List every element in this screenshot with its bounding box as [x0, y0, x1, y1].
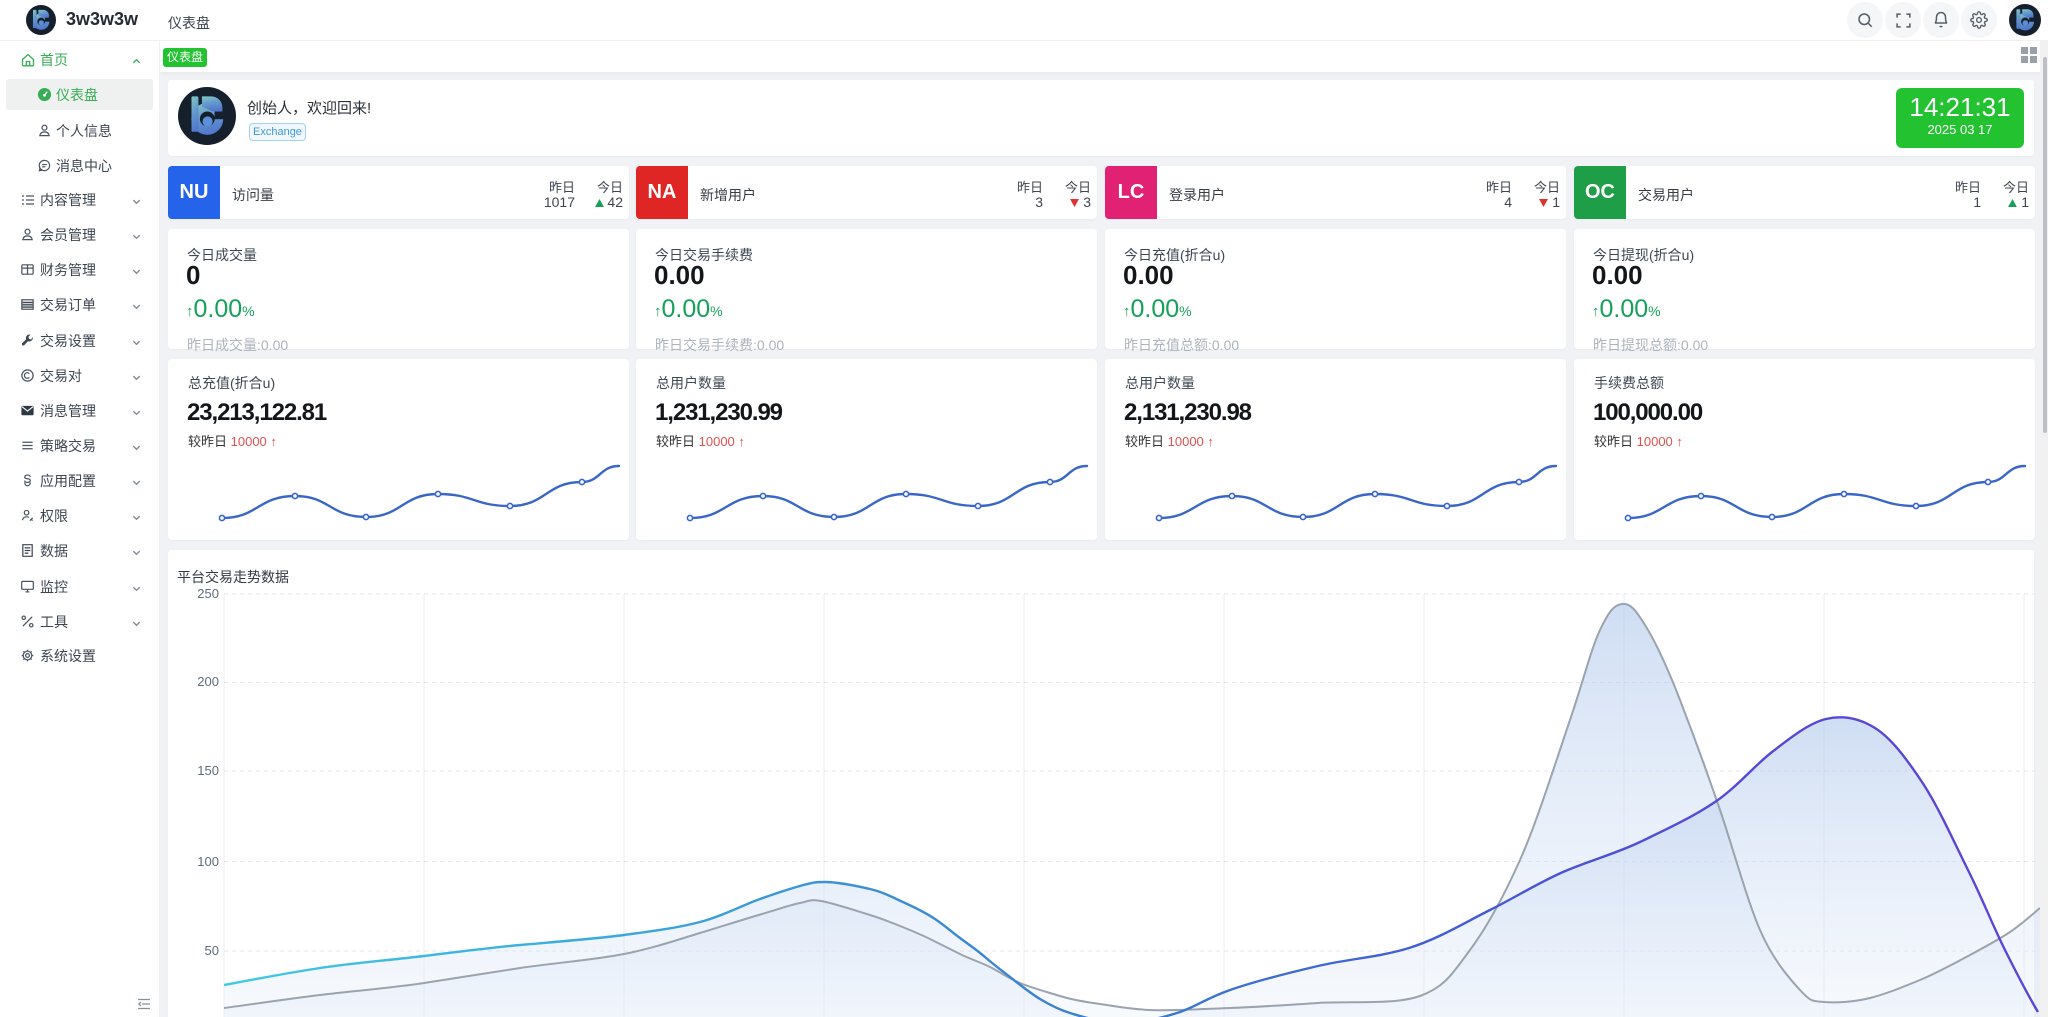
- svg-text:50: 50: [205, 943, 219, 958]
- svg-text:200: 200: [197, 674, 219, 689]
- svg-text:150: 150: [197, 763, 219, 778]
- svg-text:平台交易走势数据: 平台交易走势数据: [177, 569, 289, 585]
- svg-text:250: 250: [197, 586, 219, 601]
- svg-text:100: 100: [197, 854, 219, 869]
